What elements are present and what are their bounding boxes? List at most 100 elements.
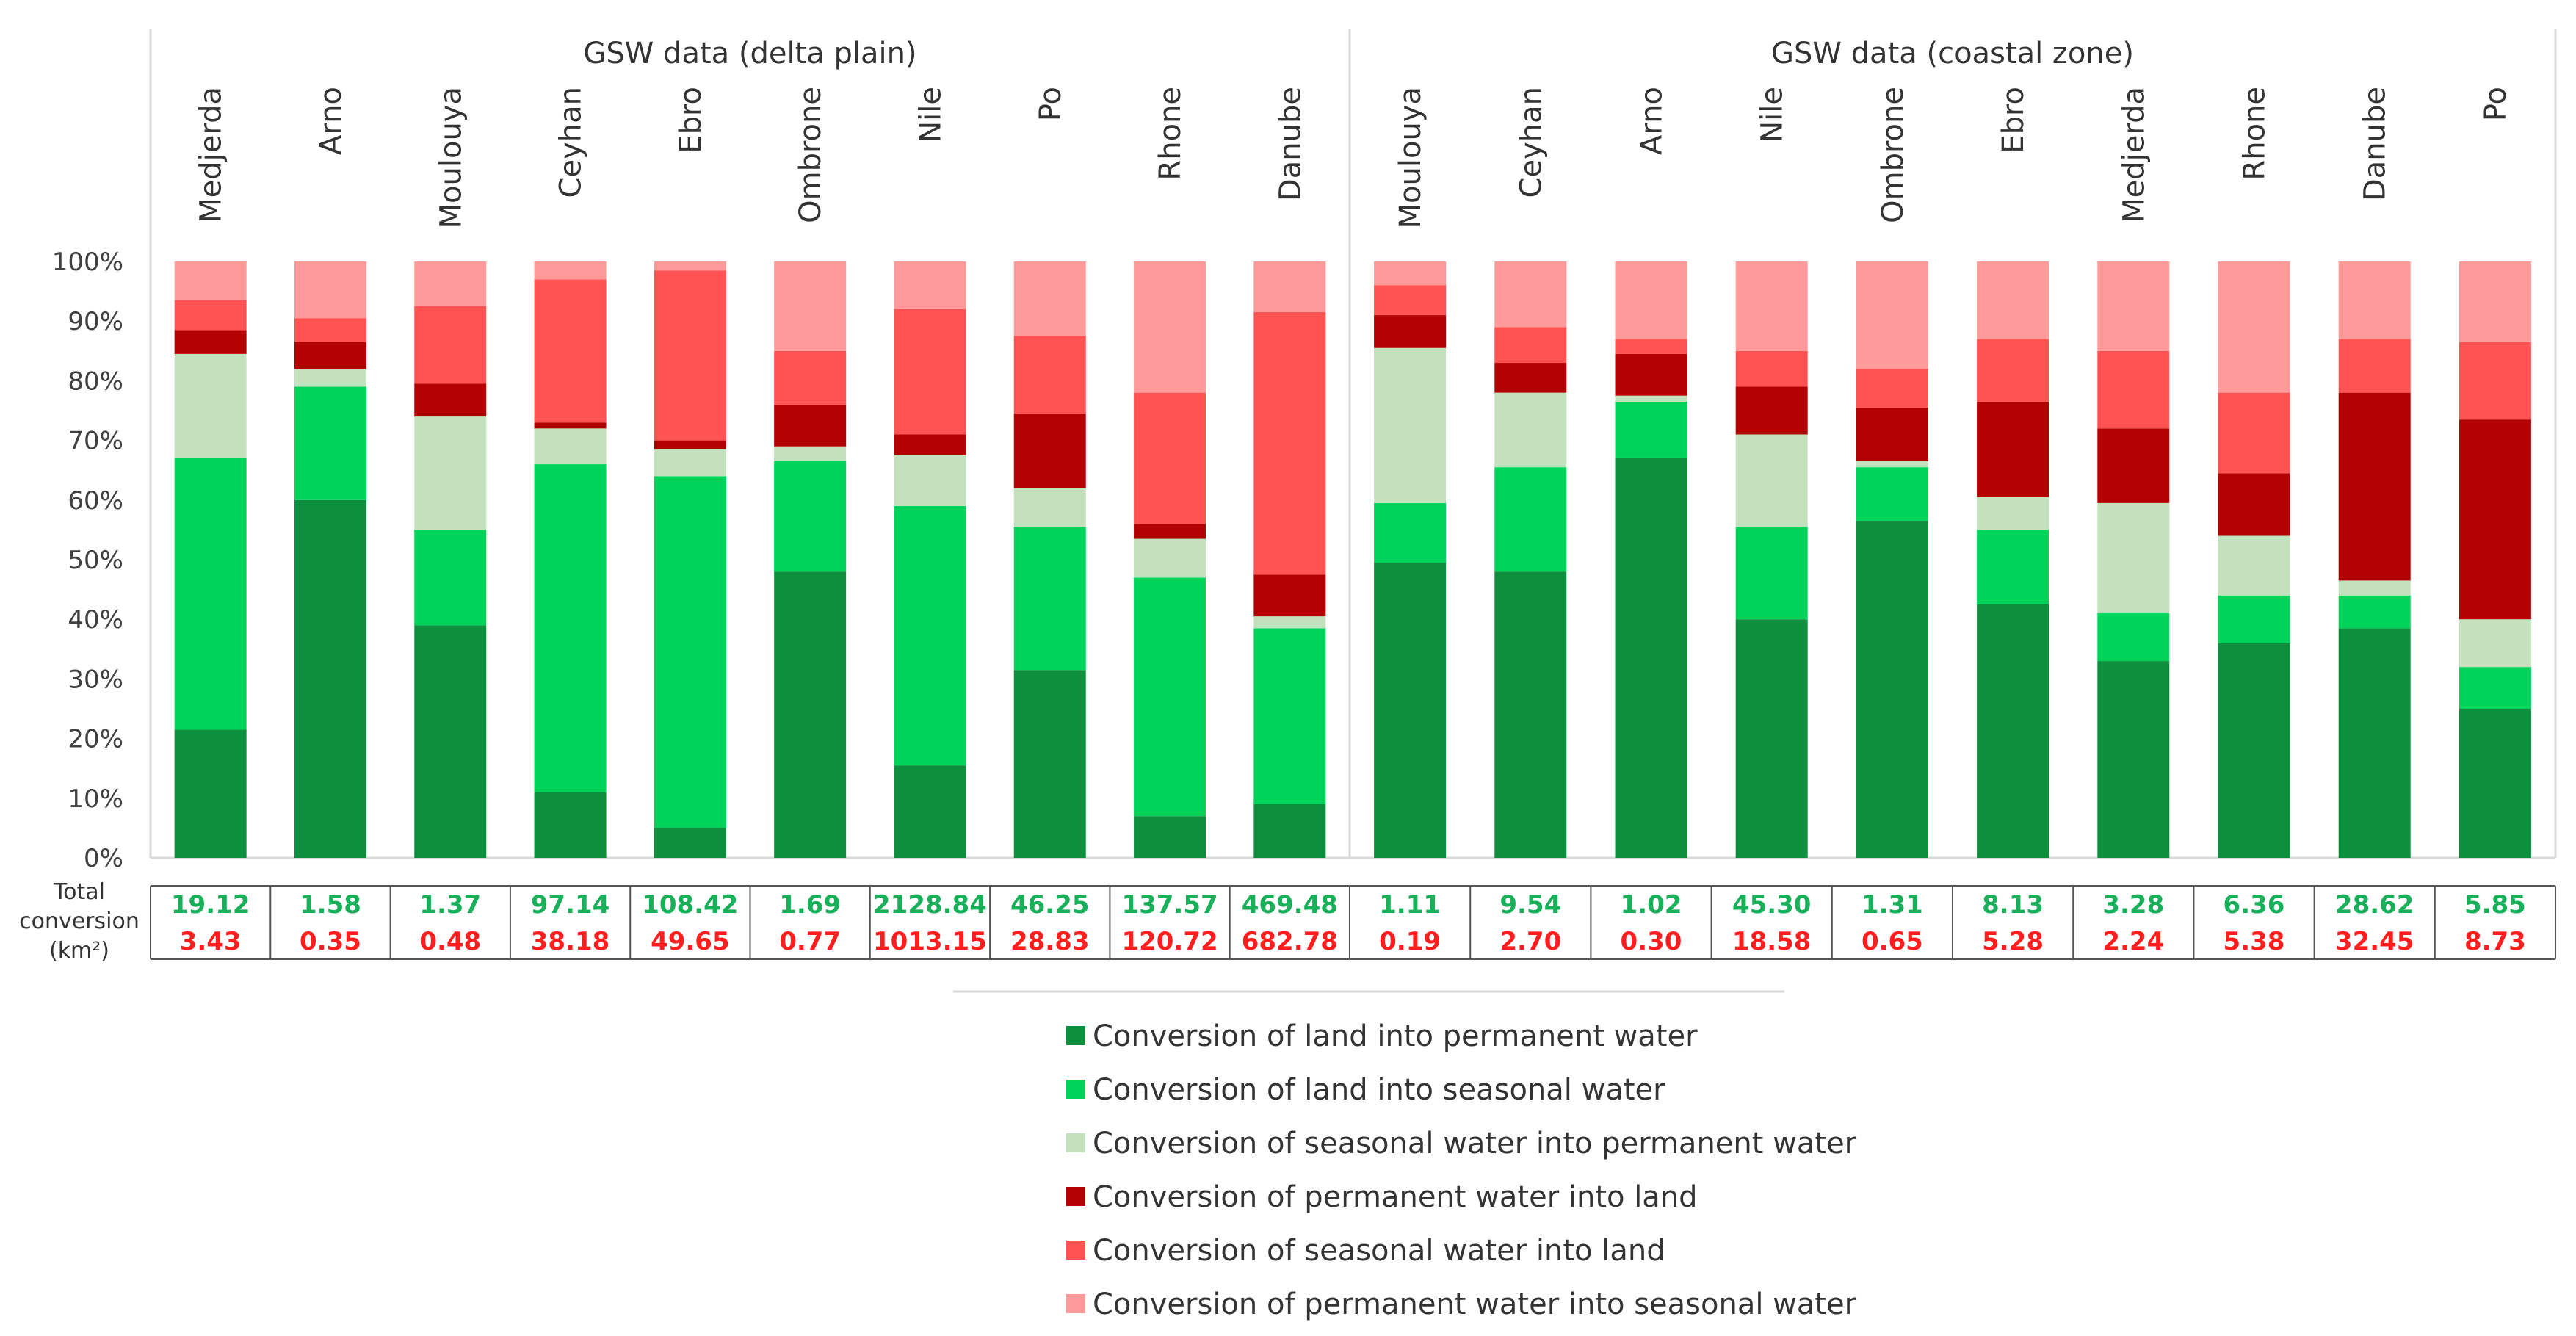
- category-label-moulouya: Moulouya: [434, 87, 468, 228]
- bar-segment-conversion-of-permanent-water-into-seasonal-water: [534, 261, 607, 280]
- bar-danube-coastal: [2338, 261, 2411, 858]
- bar-moulouya-delta: [414, 261, 487, 858]
- bar-segment-conversion-of-land-into-permanent-water: [1134, 816, 1206, 858]
- bar-ebro-coastal: [1977, 261, 2049, 858]
- bar-po-coastal: [2459, 261, 2531, 858]
- category-label-ombrone: Ombrone: [794, 87, 828, 223]
- bar-segment-conversion-of-seasonal-water-into-permanent-water: [654, 449, 726, 477]
- bar-segment-conversion-of-seasonal-water-into-land: [1735, 350, 1808, 387]
- gain-total: 9.54: [1499, 890, 1561, 920]
- bar-segment-conversion-of-permanent-water-into-land: [1856, 407, 1928, 462]
- chart-frame: [149, 29, 2557, 859]
- bar-segment-conversion-of-seasonal-water-into-land: [2459, 342, 2531, 420]
- y-tick-label: 0%: [84, 844, 123, 873]
- bar-segment-conversion-of-land-into-seasonal-water: [1134, 577, 1206, 817]
- bar-segment-conversion-of-permanent-water-into-land: [1494, 363, 1567, 393]
- bar-segment-conversion-of-permanent-water-into-seasonal-water: [1374, 261, 1447, 286]
- bar-segment-conversion-of-land-into-seasonal-water: [1374, 502, 1447, 563]
- loss-total: 18.58: [1732, 927, 1812, 956]
- y-tick-label: 90%: [68, 307, 123, 336]
- legend-label: Conversion of land into seasonal water: [1093, 1073, 1665, 1107]
- bar-segment-conversion-of-seasonal-water-into-land: [1856, 369, 1928, 408]
- bar-segment-conversion-of-permanent-water-into-seasonal-water: [1856, 261, 1928, 369]
- gain-total: 6.36: [2224, 890, 2285, 920]
- bar-segment-conversion-of-permanent-water-into-land: [1013, 414, 1086, 488]
- gain-total: 97.14: [531, 890, 610, 920]
- category-label-po: Po: [2479, 87, 2513, 121]
- legend-label: Conversion of permanent water into land: [1093, 1180, 1698, 1214]
- bar-segment-conversion-of-seasonal-water-into-land: [2218, 392, 2290, 474]
- bar-po-delta: [1013, 261, 1086, 858]
- bar-segment-conversion-of-seasonal-water-into-land: [1134, 392, 1206, 524]
- bar-segment-conversion-of-permanent-water-into-seasonal-water: [2338, 261, 2411, 339]
- bar-segment-conversion-of-permanent-water-into-seasonal-water: [894, 261, 966, 309]
- bar-segment-conversion-of-permanent-water-into-land: [1615, 353, 1687, 396]
- gain-total: 1.58: [300, 890, 361, 920]
- gain-total: 137.57: [1121, 890, 1218, 920]
- bar-segment-conversion-of-land-into-permanent-water: [1374, 563, 1447, 858]
- gain-total: 108.42: [642, 890, 738, 920]
- legend-item-conversion-of-permanent-water-into-land: Conversion of permanent water into land: [1066, 1180, 1698, 1214]
- bar-segment-conversion-of-land-into-seasonal-water: [1615, 401, 1687, 458]
- bar-segment-conversion-of-seasonal-water-into-permanent-water: [774, 446, 847, 462]
- bar-segment-conversion-of-land-into-permanent-water: [774, 571, 847, 858]
- bar-segment-conversion-of-permanent-water-into-seasonal-water: [1494, 261, 1567, 328]
- bar-segment-conversion-of-land-into-seasonal-water: [534, 464, 607, 792]
- bar-segment-conversion-of-seasonal-water-into-permanent-water: [1374, 347, 1447, 503]
- category-label-medjerda: Medjerda: [2117, 87, 2151, 223]
- bar-segment-conversion-of-seasonal-water-into-permanent-water: [1013, 488, 1086, 527]
- category-label-danube: Danube: [2359, 87, 2392, 201]
- bar-segment-conversion-of-land-into-permanent-water: [534, 792, 607, 858]
- bar-segment-conversion-of-permanent-water-into-land: [2459, 419, 2531, 620]
- legend-item-conversion-of-seasonal-water-into-land: Conversion of seasonal water into land: [1066, 1234, 1665, 1268]
- bar-segment-conversion-of-permanent-water-into-land: [294, 342, 366, 369]
- bar-segment-conversion-of-permanent-water-into-land: [2097, 428, 2170, 503]
- bar-segment-conversion-of-land-into-seasonal-water: [1253, 628, 1326, 804]
- category-label-nile: Nile: [1756, 87, 1790, 143]
- bar-segment-conversion-of-permanent-water-into-seasonal-water: [1134, 261, 1206, 393]
- bar-segment-conversion-of-seasonal-water-into-land: [174, 300, 247, 331]
- gain-total: 1.31: [1862, 890, 1923, 920]
- bar-segment-conversion-of-permanent-water-into-seasonal-water: [1253, 261, 1326, 313]
- bar-segment-conversion-of-land-into-seasonal-water: [894, 505, 966, 766]
- category-label-rhone: Rhone: [2238, 87, 2272, 181]
- loss-total: 5.38: [2224, 927, 2285, 956]
- category-label-moulouya: Moulouya: [1394, 87, 1428, 228]
- bar-segment-conversion-of-permanent-water-into-seasonal-water: [1615, 261, 1687, 339]
- gain-total: 5.85: [2464, 890, 2526, 920]
- bar-segment-conversion-of-permanent-water-into-land: [894, 434, 966, 455]
- legend-label: Conversion of seasonal water into land: [1093, 1234, 1665, 1268]
- bar-segment-conversion-of-permanent-water-into-seasonal-water: [654, 261, 726, 271]
- category-label-ebro: Ebro: [1997, 87, 2030, 154]
- bar-segment-conversion-of-land-into-seasonal-water: [774, 461, 847, 572]
- loss-total: 0.35: [300, 927, 361, 956]
- bar-segment-conversion-of-permanent-water-into-land: [2338, 392, 2411, 581]
- category-label-medjerda: Medjerda: [195, 87, 228, 223]
- gain-total: 469.48: [1242, 890, 1338, 920]
- bar-segment-conversion-of-permanent-water-into-seasonal-water: [1977, 261, 2049, 339]
- bar-segment-conversion-of-land-into-permanent-water: [2097, 661, 2170, 858]
- gain-total: 46.25: [1010, 890, 1090, 920]
- y-axis: 0% 10% 20% 30% 40% 50% 60% 70% 80% 90% 100%: [52, 248, 123, 873]
- bar-segment-conversion-of-seasonal-water-into-permanent-water: [174, 353, 247, 458]
- legend-item-conversion-of-land-into-seasonal-water: Conversion of land into seasonal water: [1066, 1073, 1665, 1107]
- bar-segment-conversion-of-permanent-water-into-land: [1735, 386, 1808, 435]
- category-label-arno: Arno: [1635, 87, 1669, 155]
- bar-segment-conversion-of-seasonal-water-into-permanent-water: [414, 416, 487, 530]
- category-label-ceyhan: Ceyhan: [554, 87, 588, 198]
- loss-total: 3.43: [180, 927, 242, 956]
- category-label-danube: Danube: [1273, 87, 1307, 201]
- bar-segment-conversion-of-permanent-water-into-land: [1374, 315, 1447, 348]
- y-tick-label: 80%: [68, 367, 123, 396]
- loss-total: 2.70: [1499, 927, 1561, 956]
- bar-segment-conversion-of-seasonal-water-into-land: [1494, 327, 1567, 364]
- y-tick-label: 50%: [68, 546, 123, 575]
- gain-total: 2128.84: [873, 890, 987, 920]
- panel-titles: GSW data (delta plain) GSW data (coastal…: [583, 37, 2134, 71]
- loss-total: 49.65: [651, 927, 730, 956]
- bar-segment-conversion-of-land-into-permanent-water: [1615, 458, 1687, 858]
- bar-segment-conversion-of-permanent-water-into-seasonal-water: [2097, 261, 2170, 351]
- bar-segment-conversion-of-seasonal-water-into-permanent-water: [894, 455, 966, 506]
- bar-segment-conversion-of-permanent-water-into-seasonal-water: [2459, 261, 2531, 342]
